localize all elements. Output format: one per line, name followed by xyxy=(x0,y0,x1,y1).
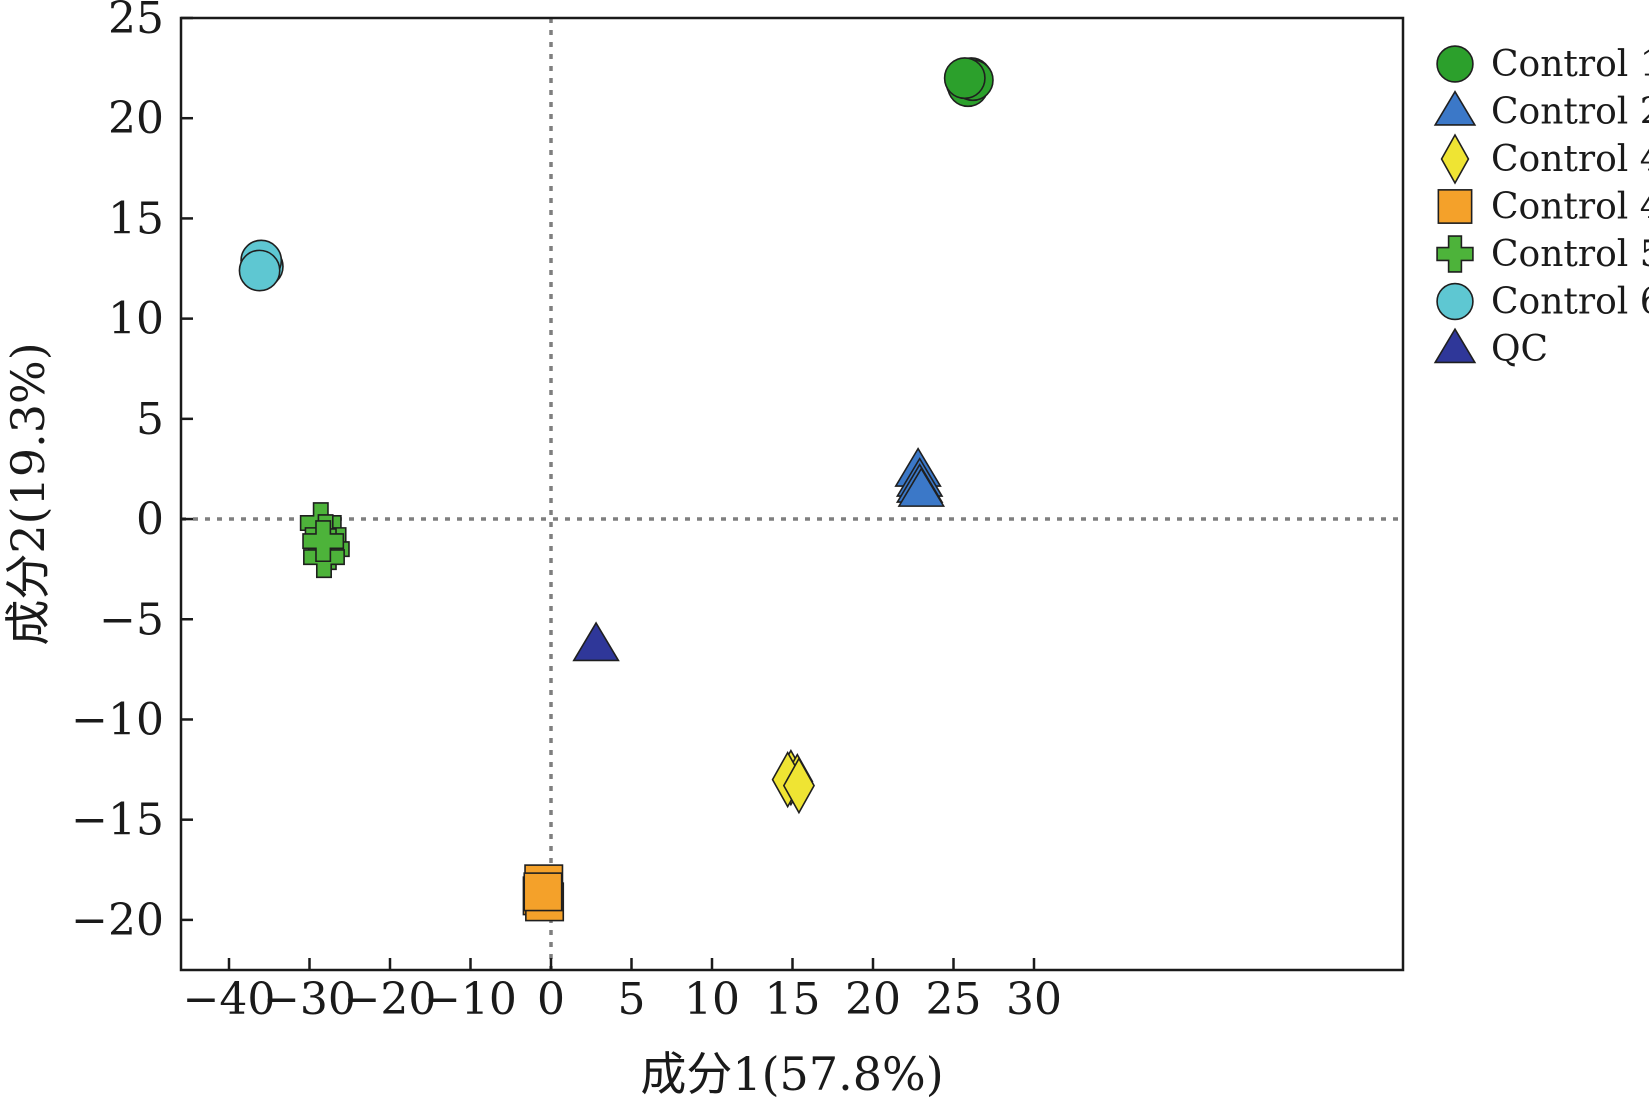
series-5 xyxy=(299,502,350,579)
y-tick-label: 5 xyxy=(136,394,164,445)
x-tick-label: −30 xyxy=(263,974,356,1025)
y-axis-title: 成分2(19.3%) xyxy=(1,342,55,645)
series-6 xyxy=(238,239,284,292)
axes xyxy=(179,16,1405,972)
y-tick-label: 20 xyxy=(108,93,164,144)
legend-label: Control 4 xyxy=(1491,139,1649,180)
x-tick-label: 10 xyxy=(684,974,740,1025)
data-point xyxy=(572,621,620,662)
data-point xyxy=(943,57,986,100)
legend-item: Control 1 xyxy=(1436,44,1649,85)
legend-item: Control 2 xyxy=(1433,90,1649,133)
x-tick-label: 15 xyxy=(765,974,821,1025)
legend-marker xyxy=(1436,45,1474,83)
legend-marker xyxy=(1433,327,1477,364)
legend-marker xyxy=(1440,133,1470,185)
x-tick-label: 20 xyxy=(845,974,901,1025)
x-tick-label: −20 xyxy=(344,974,437,1025)
legend-item: Control 4 xyxy=(1440,133,1649,185)
legend-item: Control 6 xyxy=(1436,282,1649,323)
x-tick-label: −10 xyxy=(424,974,517,1025)
series-2 xyxy=(894,447,946,507)
series-4 xyxy=(522,864,565,922)
reference-lines xyxy=(181,18,1403,970)
y-axis-ticks: 25 20 15 10 5 0 −5 −10 −15 −20 xyxy=(71,0,193,946)
series-3 xyxy=(771,748,815,815)
data-point xyxy=(523,872,563,912)
legend-label: Control 5 xyxy=(1491,234,1649,275)
series-1 xyxy=(943,57,994,108)
legend-marker xyxy=(1437,189,1473,224)
y-tick-label: −5 xyxy=(99,594,164,645)
legend-label: Control 2 xyxy=(1491,92,1649,133)
y-tick-label: 0 xyxy=(136,494,164,545)
x-tick-label: 25 xyxy=(926,974,982,1025)
legend-marker xyxy=(1433,90,1477,126)
data-point xyxy=(302,520,345,563)
x-tick-label: −40 xyxy=(183,974,276,1025)
legend-label: Control 4 xyxy=(1491,187,1649,228)
series-7 xyxy=(572,621,620,662)
legend-item: Control 5 xyxy=(1436,234,1649,275)
y-tick-label: −10 xyxy=(71,694,164,745)
legend-marker xyxy=(1436,282,1474,321)
y-tick-label: −20 xyxy=(71,895,164,946)
data-point xyxy=(897,467,946,507)
legend-marker xyxy=(1436,235,1474,273)
legend-item: Control 4 xyxy=(1437,187,1649,228)
y-tick-label: 10 xyxy=(108,294,164,345)
x-axis-ticks: −40−30−20−10 0 5 10 15 20 25 30 xyxy=(183,958,1062,1025)
scatter-points xyxy=(238,57,994,922)
data-point xyxy=(782,756,815,815)
legend-item: QC xyxy=(1433,327,1548,370)
y-tick-label: 15 xyxy=(108,193,164,244)
legend-label: Control 1 xyxy=(1491,44,1649,85)
x-tick-label: 5 xyxy=(618,974,646,1025)
y-tick-label: 25 xyxy=(108,0,164,44)
x-tick-label: 0 xyxy=(537,974,565,1025)
legend-label: QC xyxy=(1491,329,1548,370)
legend: Control 1 Control 2 Control 4 Control 4 Cont… xyxy=(1433,44,1649,370)
data-point xyxy=(238,249,281,292)
plot-frame xyxy=(179,16,1405,972)
y-tick-label: −15 xyxy=(71,795,164,846)
x-axis-title: 成分1(57.8%) xyxy=(640,1047,943,1101)
x-tick-label: 30 xyxy=(1006,974,1062,1025)
legend-label: Control 6 xyxy=(1491,282,1649,323)
